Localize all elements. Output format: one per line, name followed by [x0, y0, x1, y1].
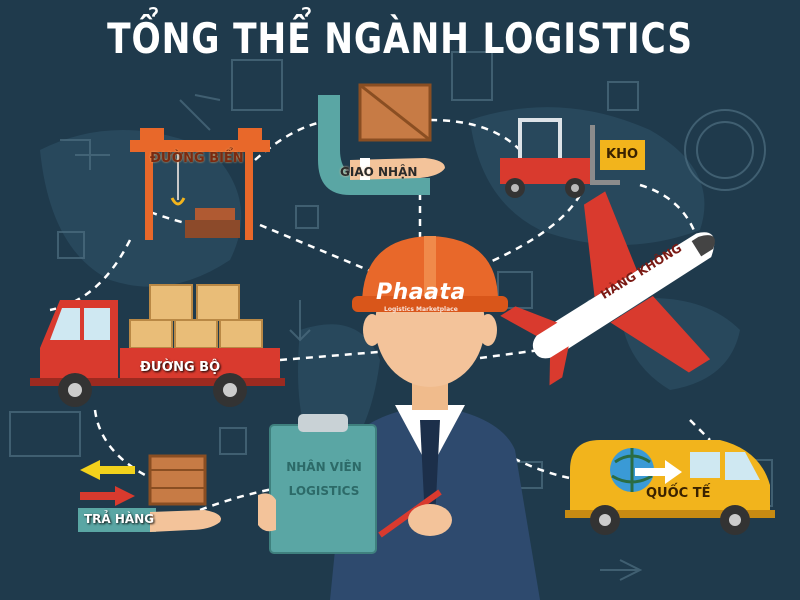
brand-tagline: Logistics Marketplace	[384, 306, 458, 313]
port-label: ĐƯỜNG BIỂN	[150, 151, 244, 166]
warehouse-label: KHO	[606, 147, 639, 162]
clipboard-line-1: NHÂN VIÊN	[286, 460, 362, 474]
clipboard	[258, 414, 377, 554]
brand-logo: Phaata	[376, 280, 466, 305]
road-label: ĐƯỜNG BỘ	[140, 360, 221, 375]
airplane	[500, 191, 715, 386]
forwarding-hand-crate	[318, 83, 445, 195]
forwarding-label: GIAO NHẬN	[340, 165, 418, 179]
returns-label: TRẢ HÀNG	[84, 512, 155, 526]
international-label: QUỐC TẾ	[646, 486, 711, 501]
logistics-worker	[330, 236, 540, 600]
clipboard-line-2: LOGISTICS	[288, 484, 360, 498]
warehouse-forklift	[500, 118, 645, 198]
returns-area	[78, 454, 221, 532]
delivery-truck	[30, 284, 285, 407]
page-title: TỔNG THỂ NGÀNH LOGISTICS	[107, 14, 693, 63]
port-crane	[130, 128, 270, 240]
international-van	[565, 440, 775, 535]
